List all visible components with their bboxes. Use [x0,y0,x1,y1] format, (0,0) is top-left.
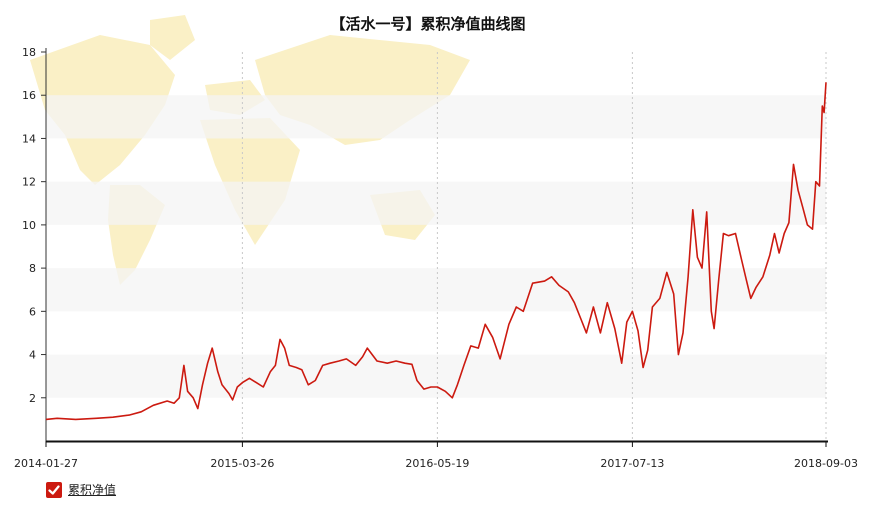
y-tick-label: 18 [22,46,36,59]
y-tick-label: 2 [29,392,36,405]
nav-series-line [45,82,827,421]
x-tick-label: 2015-03-26 [210,457,274,470]
x-tick-label: 2018-09-03 [794,457,858,470]
legend-checkbox[interactable] [46,481,62,498]
world-map-watermark [30,15,470,285]
y-tick-label: 16 [22,89,36,102]
y-tick-label: 12 [22,176,36,189]
grid-band [46,268,826,312]
grid-band [46,354,826,398]
x-tick-label: 2016-05-19 [405,457,469,470]
y-axis-ticks: 2 4 6 8 10 12 14 16 18 [22,46,46,405]
legend-label[interactable]: 累积净值 [68,483,117,497]
y-tick-label: 8 [29,262,36,275]
horizontal-grid-bands [46,95,826,398]
checkmark-icon [48,484,60,495]
x-axis-ticks: 2014-01-27 2015-03-26 2016-05-19 2017-07-13… [14,441,858,470]
x-tick-label: 2017-07-13 [600,457,664,470]
x-tick-label: 2014-01-27 [14,457,78,470]
legend-item-nav[interactable]: 累积净值 [46,481,116,498]
y-tick-label: 4 [29,349,36,362]
grid-band [46,95,826,139]
y-tick-label: 14 [22,132,36,145]
y-tick-label: 6 [29,305,36,318]
chart-title: 【活水一号】累积净值曲线图 [330,15,525,33]
y-tick-label: 10 [22,219,36,232]
grid-band [46,181,826,225]
